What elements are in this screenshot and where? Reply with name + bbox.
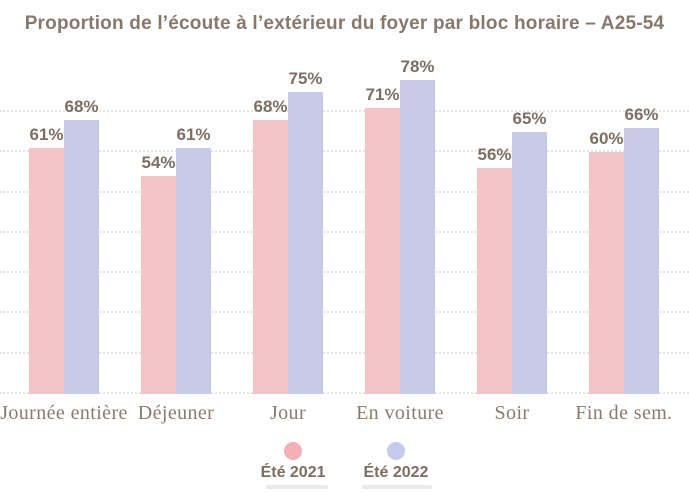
gridline [0, 150, 689, 153]
legend: Été 2021 Été 2022 [0, 442, 689, 482]
legend-swatch [284, 442, 303, 460]
category-label: Journée entière [0, 402, 128, 424]
bar-value-label: 61% [29, 125, 64, 145]
bar-value-label: 61% [176, 125, 211, 145]
bar [477, 168, 512, 394]
gridline [0, 109, 689, 112]
bar [253, 119, 288, 394]
bar [64, 119, 99, 394]
gridline [0, 190, 689, 193]
bar-value-label: 75% [288, 68, 323, 88]
gridline [0, 351, 689, 354]
bar-value-label: 66% [624, 105, 659, 125]
category-label: Fin de sem. [575, 402, 673, 424]
legend-item-ete-2021: Été 2021 [261, 442, 326, 482]
category-label: Déjeuner [137, 402, 215, 424]
gridline [0, 230, 689, 233]
bar [624, 128, 659, 394]
bar-value-label: 71% [365, 84, 400, 104]
bar [29, 148, 64, 394]
bar [141, 176, 176, 394]
bar [176, 148, 211, 394]
gridline [0, 392, 689, 394]
bar-value-label: 56% [477, 145, 512, 165]
bar-value-label: 54% [141, 153, 176, 173]
legend-item-ete-2022: Été 2022 [363, 442, 429, 482]
legend-label: Été 2022 [363, 464, 429, 481]
legend-label: Été 2021 [260, 464, 326, 481]
legend-swatch [386, 442, 405, 460]
bar [288, 91, 323, 394]
bar-value-label: 68% [64, 96, 99, 116]
bottom-crop-ghost [362, 485, 432, 489]
gridline [0, 311, 689, 314]
bar-value-label: 68% [253, 96, 288, 116]
category-label: Soir [494, 402, 530, 424]
category-label: En voiture [356, 402, 444, 424]
gridline [0, 271, 689, 274]
bar [589, 152, 624, 394]
bar-value-label: 78% [400, 56, 435, 76]
bottom-crop-ghost [266, 485, 328, 489]
bar [512, 132, 547, 394]
bar-value-label: 65% [512, 109, 547, 129]
chart-title: Proportion de l’écoute à l’extérieur du … [24, 13, 665, 34]
bar [365, 107, 400, 394]
bar-value-label: 60% [589, 129, 624, 149]
bar [400, 79, 435, 394]
category-label: Jour [269, 402, 307, 424]
